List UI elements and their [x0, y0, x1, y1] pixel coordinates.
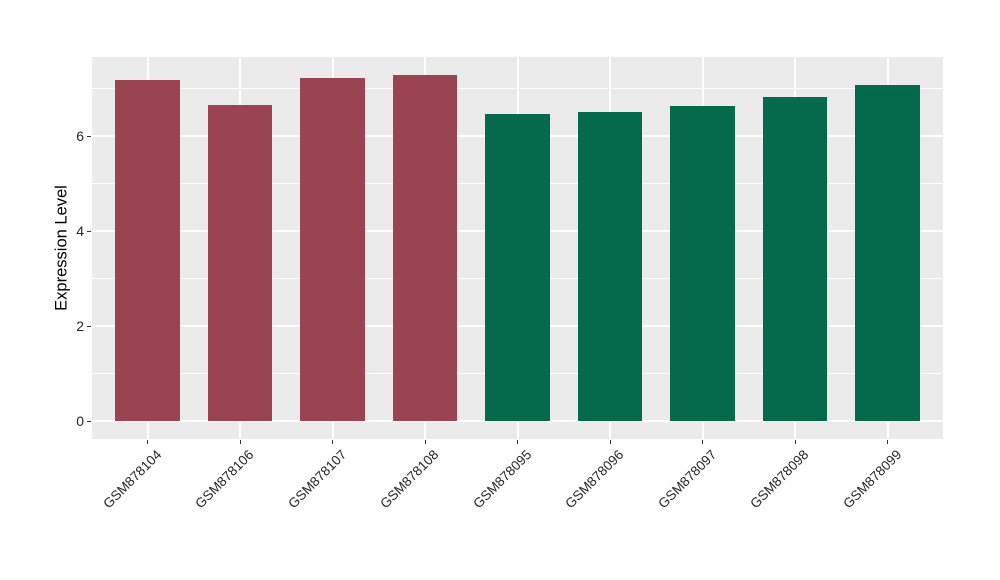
plot-area: [92, 57, 943, 439]
y-tick-mark: [87, 136, 91, 138]
bar: [855, 84, 920, 422]
x-tick-mark: [424, 440, 426, 444]
bar: [207, 104, 273, 422]
y-tick-mark: [87, 421, 91, 423]
y-tick-label: 0: [76, 413, 84, 430]
y-tick-mark: [87, 231, 91, 233]
bar: [670, 106, 735, 422]
x-tick-mark: [517, 440, 518, 444]
bar: [485, 113, 550, 422]
x-tick-label: GSM878095: [469, 447, 535, 512]
x-tick-label: GSM878096: [562, 447, 627, 512]
bar: [392, 74, 458, 422]
x-tick-label: GSM878104: [99, 447, 165, 512]
x-tick-mark: [702, 440, 703, 444]
x-tick-mark: [609, 440, 611, 444]
x-tick-label: GSM878098: [747, 447, 812, 512]
x-tick-mark: [147, 440, 148, 444]
x-tick-label: GSM878106: [192, 447, 257, 512]
x-tick-label: GSM878097: [654, 447, 720, 512]
y-tick-mark: [87, 326, 91, 328]
y-tick-label: 4: [76, 223, 84, 240]
bar: [577, 111, 643, 422]
x-tick-label: GSM878107: [284, 447, 350, 512]
bar: [762, 96, 828, 422]
x-tick-mark: [239, 440, 241, 444]
x-tick-mark: [887, 440, 888, 444]
x-tick-label: GSM878099: [839, 447, 905, 512]
y-tick-label: 2: [76, 318, 84, 335]
bar: [115, 80, 180, 422]
bar: [300, 77, 365, 422]
y-tick-label: 6: [76, 128, 84, 145]
x-tick-mark: [332, 440, 333, 444]
x-tick-label: GSM878108: [377, 447, 442, 512]
y-axis-title: Expression Level: [52, 185, 71, 311]
x-tick-mark: [794, 440, 796, 444]
